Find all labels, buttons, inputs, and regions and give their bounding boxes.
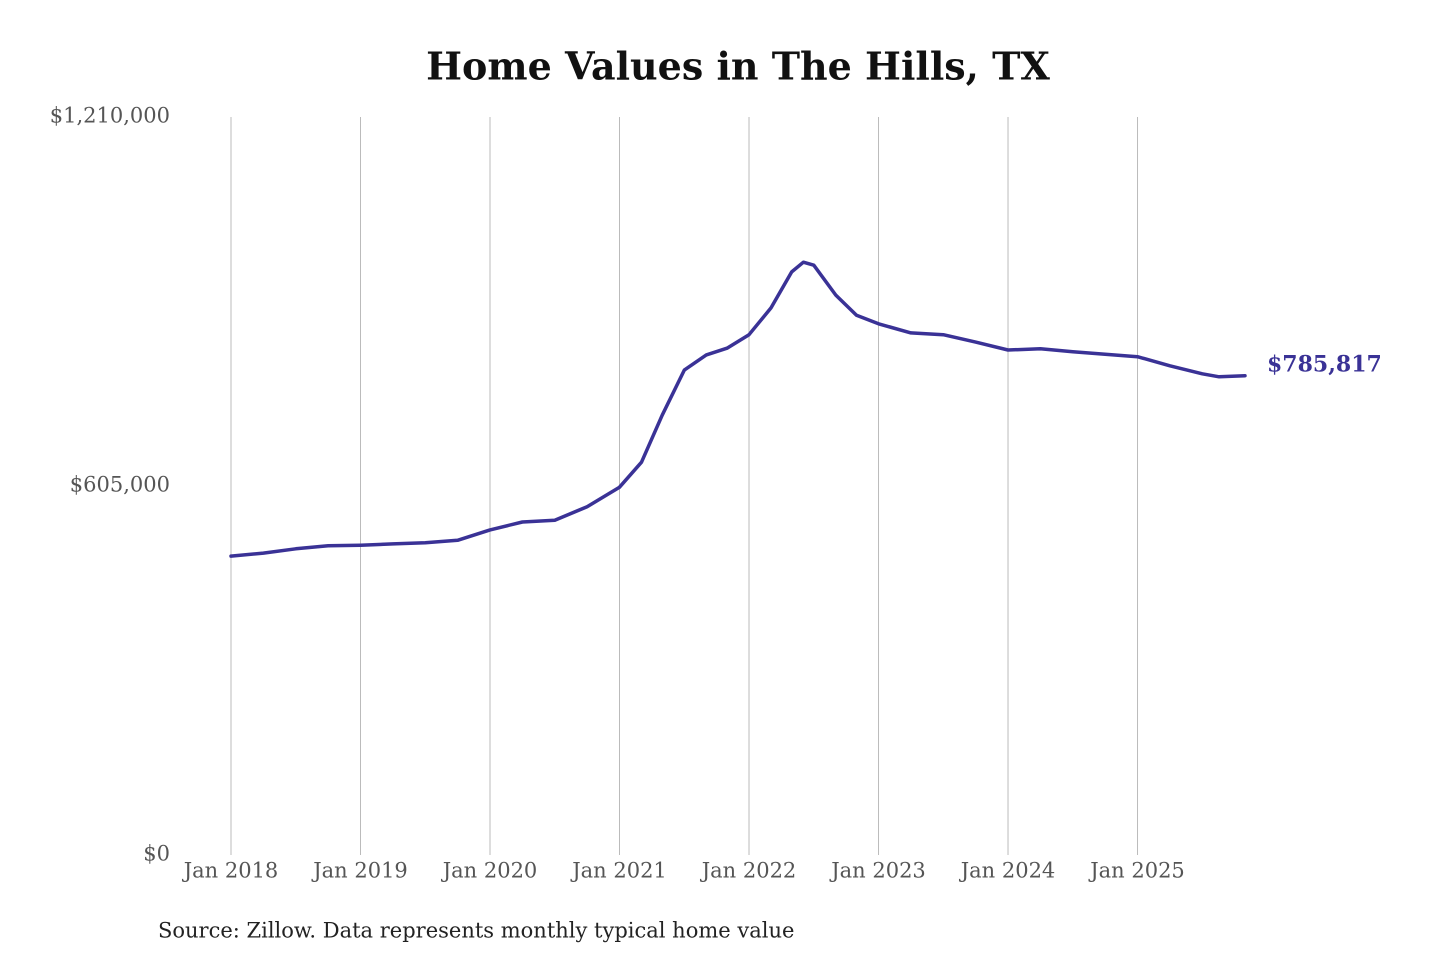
value-label: $785,817 — [1267, 352, 1382, 378]
y-tick-label: $0 — [143, 842, 170, 866]
x-tick-label: Jan 2018 — [182, 859, 279, 883]
y-tick-label: $605,000 — [70, 473, 170, 497]
chart-title: Home Values in The Hills, TX — [426, 44, 1050, 89]
y-tick-label: $1,210,000 — [50, 104, 170, 128]
x-tick-label: Jan 2021 — [570, 859, 667, 883]
x-tick-label: Jan 2022 — [700, 859, 797, 883]
x-tick-label: Jan 2020 — [441, 859, 538, 883]
line-series — [229, 260, 1247, 558]
x-tick-label: Jan 2024 — [959, 859, 1056, 883]
x-tick-label: Jan 2023 — [829, 859, 926, 883]
x-tick-label: Jan 2025 — [1088, 859, 1185, 883]
x-tick-label: Jan 2019 — [311, 859, 408, 883]
source-note: Source: Zillow. Data represents monthly … — [158, 919, 794, 943]
